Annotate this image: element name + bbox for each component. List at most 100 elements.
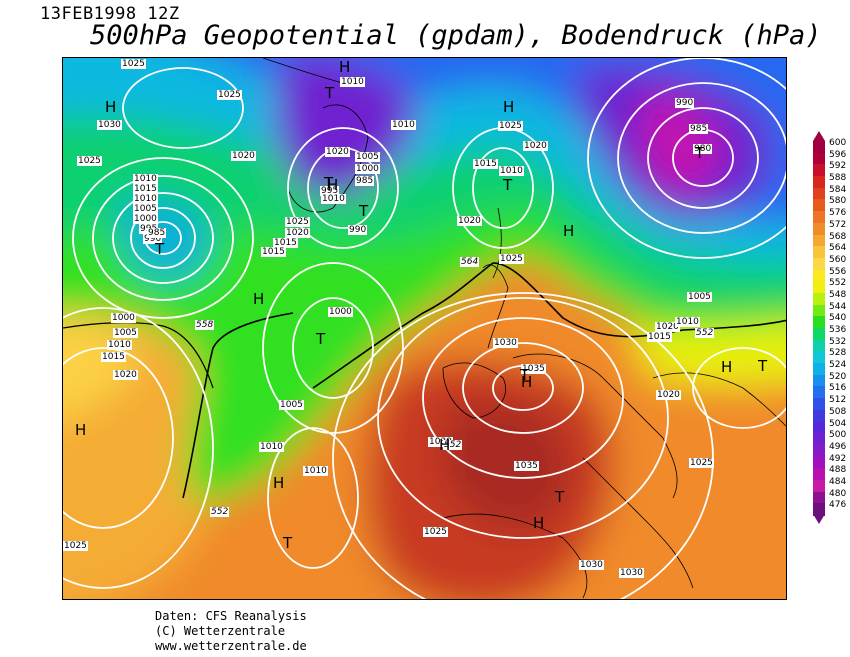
- isobar-label: 1010: [107, 340, 132, 350]
- isobar-label: 1015: [473, 159, 498, 169]
- scale-cell: [813, 339, 825, 352]
- scale-cell: [813, 433, 825, 446]
- credits-copyright: (C) Wetterzentrale: [155, 624, 286, 638]
- scale-cell: [813, 374, 825, 387]
- high-pressure-symbol: H: [253, 290, 265, 308]
- low-pressure-symbol: T: [695, 144, 705, 162]
- scale-label: 520: [829, 371, 847, 382]
- scale-cell: [813, 187, 825, 200]
- isobar-label: 1020: [656, 390, 681, 400]
- isobar-label: 1025: [285, 217, 310, 227]
- scale-cell: [813, 211, 825, 224]
- isobar-label: 1015: [133, 184, 158, 194]
- contour-label: 552: [443, 440, 463, 450]
- scale-label: 516: [829, 383, 847, 394]
- isobar-label: 1010: [499, 166, 524, 176]
- high-pressure-symbol: H: [105, 98, 117, 116]
- scale-label: 536: [829, 325, 847, 335]
- scale-label: 504: [829, 418, 847, 429]
- isobar-label: 985: [147, 228, 167, 238]
- scale-cell: [813, 409, 825, 422]
- scale-cell: [813, 351, 825, 364]
- low-pressure-symbol: T: [503, 176, 513, 194]
- isobar-label: 1000: [133, 214, 158, 224]
- scale-cell: [813, 257, 825, 271]
- isobar-label: 1010: [259, 442, 284, 452]
- scale-label: 560: [829, 254, 847, 265]
- scale-label: 556: [829, 266, 847, 277]
- scale-cell: [813, 152, 825, 165]
- scale-label: 480: [829, 488, 847, 499]
- low-pressure-symbol: T: [359, 202, 369, 220]
- isobar-label: 1020: [655, 322, 680, 332]
- isobar-label: 1035: [514, 461, 539, 471]
- low-pressure-symbol: T: [324, 174, 334, 192]
- scale-cell: [813, 398, 825, 411]
- isobar-label: 1015: [101, 352, 126, 362]
- scale-label: 564: [829, 243, 847, 254]
- isobar-label: 1010: [340, 77, 365, 87]
- low-pressure-symbol: T: [758, 357, 768, 375]
- isobar-label: 1025: [121, 59, 146, 69]
- high-pressure-symbol: H: [339, 58, 351, 76]
- isobar-label: 1010: [133, 194, 158, 204]
- map-date: 13FEB1998 12Z: [40, 4, 180, 24]
- high-pressure-symbol: H: [533, 514, 545, 532]
- scale-cell: [813, 281, 825, 294]
- scale-cell: [813, 479, 825, 493]
- scale-cell: [813, 363, 825, 376]
- scale-label: 584: [829, 184, 847, 195]
- scale-label: 568: [829, 231, 847, 242]
- isobar-label: 1015: [647, 332, 672, 342]
- high-pressure-symbol: H: [563, 222, 575, 240]
- scale-label: 532: [829, 336, 847, 347]
- high-pressure-symbol: H: [327, 176, 339, 194]
- isobar-label: 1000: [111, 313, 136, 323]
- isobar-label: 1015: [261, 247, 286, 257]
- scale-label: 484: [829, 476, 847, 487]
- low-pressure-symbol: T: [316, 330, 326, 348]
- isobar-label: 1005: [113, 328, 138, 338]
- isobar-label: 985: [355, 176, 375, 186]
- scale-cell: [813, 503, 825, 516]
- isobar-label: 1020: [113, 370, 138, 380]
- scale-label: 588: [829, 173, 847, 184]
- scale-cell: [813, 164, 825, 177]
- weather-map: 1025 1030 1025 1010 1020 1025 1010 1015 …: [62, 57, 787, 600]
- scale-cell: [813, 292, 825, 306]
- isobar-label: 1020: [457, 216, 482, 226]
- scale-cell: [813, 234, 825, 247]
- isobar-label: 990: [143, 234, 163, 244]
- credits-url[interactable]: www.wetterzentrale.de: [155, 639, 307, 653]
- credits-data-source: Daten: CFS Reanalysis: [155, 609, 307, 623]
- scale-label: 540: [829, 313, 847, 324]
- isobar-label: 1010: [321, 194, 346, 204]
- isobar-label: 1010: [133, 174, 158, 184]
- scale-label: 508: [829, 406, 847, 417]
- scale-cell: [813, 141, 825, 154]
- isobar-label: 1025: [77, 156, 102, 166]
- scale-cell: [813, 199, 825, 212]
- scale-cell: [813, 468, 825, 481]
- scale-cell: [813, 176, 825, 189]
- high-pressure-symbol: H: [721, 358, 733, 376]
- isobar-label: 1025: [217, 90, 242, 100]
- isobar-label: 1020: [231, 151, 256, 161]
- contour-label: 558: [195, 320, 215, 330]
- isobar-label: 985: [689, 124, 709, 134]
- isobar-label: 1030: [493, 338, 518, 348]
- isobar-label: 1020: [325, 147, 350, 157]
- scale-label: 492: [829, 453, 847, 464]
- scale-label: 488: [829, 465, 847, 476]
- scale-label: 572: [829, 219, 847, 230]
- scale-cell: [813, 386, 825, 399]
- geopotential-field: [63, 58, 786, 599]
- scale-label: 596: [829, 149, 847, 160]
- low-pressure-symbol: T: [325, 84, 335, 102]
- scale-label: 524: [829, 360, 847, 371]
- low-pressure-symbol: T: [555, 488, 565, 506]
- isobar-label: 995: [320, 186, 340, 196]
- scale-label: 552: [829, 278, 847, 289]
- high-pressure-symbol: H: [503, 98, 515, 116]
- scale-cell: [813, 304, 825, 317]
